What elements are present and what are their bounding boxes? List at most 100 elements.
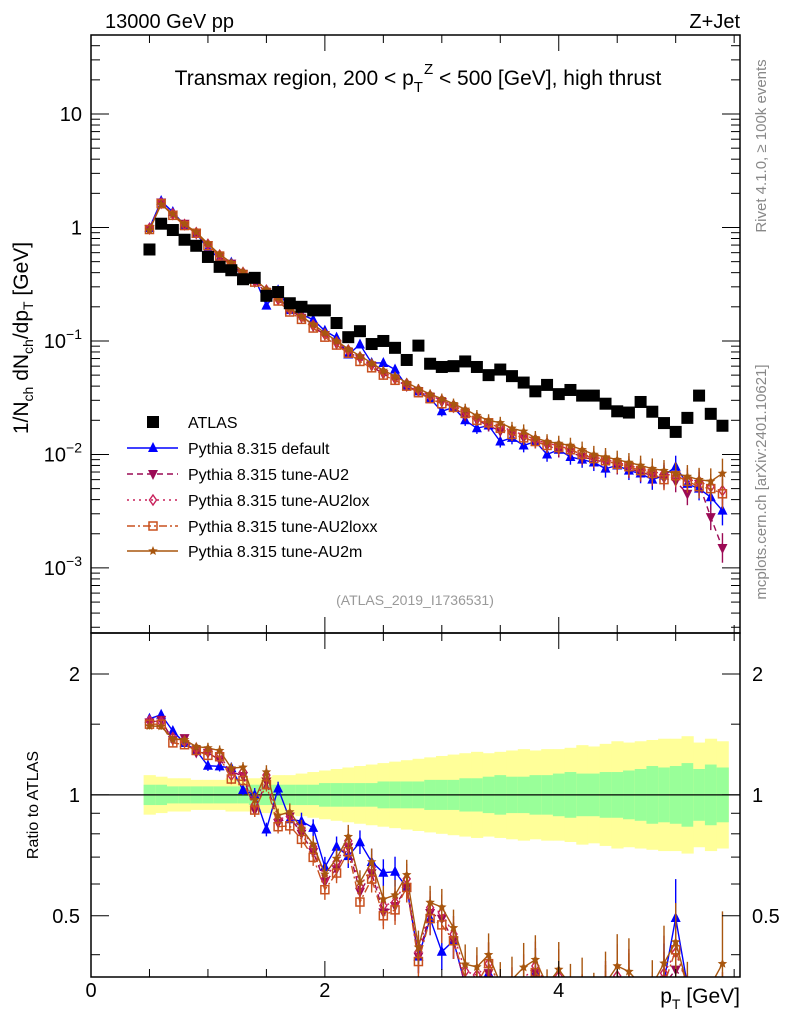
legend-label: Pythia 8.315 tune-AU2m <box>188 544 362 561</box>
main-point-pythia-8-315-tune-au2m <box>495 417 505 427</box>
process-label: Z+Jet <box>689 11 740 33</box>
main-point-pythia-8-315-tune-au2m <box>612 454 622 464</box>
atlas-data-point <box>248 271 261 284</box>
atlas-data-point <box>505 370 518 383</box>
ratio-point-pythia-8-315-default <box>378 866 389 877</box>
main-point-pythia-8-315-tune-au2m <box>320 327 330 337</box>
ratio-point-pythia-8-315-tune-au2m <box>378 894 389 904</box>
legend-marker <box>148 442 158 452</box>
ratio-y-tick-label-right: 0.5 <box>752 906 780 928</box>
main-point-pythia-8-315-tune-au2m <box>682 471 693 481</box>
ratio-point-pythia-8-315-tune-au2m <box>483 949 494 959</box>
ratio-point-pythia-8-315-tune-au2m <box>179 734 190 744</box>
main-line-pythia-8-315-tune-au2m <box>148 203 723 483</box>
atlas-data-point <box>435 360 448 373</box>
ratio-y-tick-label-left: 0.5 <box>52 906 80 928</box>
axis-ticks: 0 2 4 10−3 10−2 10−1 1 10 0.5 0.5 1 1 2 2 <box>44 35 780 1002</box>
main-point-pythia-8-315-tune-au2m <box>156 199 166 209</box>
ratio-point-pythia-8-315-tune-au2loxx <box>285 821 295 831</box>
atlas-data-point <box>470 360 483 373</box>
ratio-plot-frame <box>90 632 741 978</box>
atlas-data-point <box>190 239 203 252</box>
legend-marker <box>148 546 158 555</box>
atlas-data-point <box>166 224 179 237</box>
atlas-data-point <box>541 378 554 391</box>
main-point-pythia-8-315-tune-au2m <box>635 460 646 470</box>
legend: ATLAS Pythia 8.315 default Pythia 8.315 tu… <box>127 415 377 561</box>
main-point-pythia-8-315-tune-au2m <box>565 440 576 450</box>
main-point-pythia-8-315-tune-au2m <box>647 463 658 473</box>
main-point-pythia-8-315-tune-au2m <box>460 404 470 414</box>
main-point-pythia-8-315-default <box>717 504 728 515</box>
ratio-point-pythia-8-315-tune-au2loxx <box>226 774 237 784</box>
ratio-point-pythia-8-315-tune-au2lox <box>612 969 622 977</box>
ratio-y-tick-label-right: 2 <box>752 664 763 686</box>
atlas-data-point <box>400 353 413 366</box>
atlas-data-point <box>272 286 285 299</box>
atlas-data-point <box>693 389 706 402</box>
main-point-pythia-8-315-default <box>471 422 482 433</box>
ratio-point-pythia-8-315-tune-au2m <box>156 721 166 731</box>
atlas-data-point <box>622 406 635 419</box>
ratio-point-pythia-8-315-tune-au2m <box>168 733 178 743</box>
main-series-pythia-8-315-tune-au2lox <box>145 196 727 506</box>
ratio-series-pythia-8-315-tune-au2m <box>144 721 728 977</box>
main-point-pythia-8-315-tune-au2m <box>378 365 389 375</box>
main-point-pythia-8-315-tune-au2m <box>554 438 564 448</box>
ratio-line-pythia-8-315-tune-au2 <box>149 719 683 977</box>
main-point-pythia-8-315-default <box>542 448 553 459</box>
x-tick-label: 0 <box>85 980 96 1002</box>
atlas-data-point <box>669 425 682 438</box>
ratio-point-pythia-8-315-default <box>308 821 319 832</box>
y-tick-label: 10−1 <box>44 326 82 353</box>
x-axis-label: pT [GeV] <box>660 985 740 1012</box>
atlas-data-point <box>517 376 530 389</box>
legend-entry-pythia-8-315-tune-au2lox: Pythia 8.315 tune-AU2lox <box>127 493 369 510</box>
atlas-data-point <box>283 297 296 310</box>
main-point-pythia-8-315-tune-au2m <box>694 474 704 484</box>
main-point-pythia-8-315-tune-au2m <box>472 410 482 420</box>
legend-marker <box>148 521 158 531</box>
main-point-pythia-8-315-tune-au2m <box>624 457 634 467</box>
atlas-data-point <box>564 383 577 396</box>
atlas-data-point <box>611 405 624 418</box>
atlas-data-point <box>295 300 308 313</box>
ratio-point-pythia-8-315-tune-au2lox <box>659 966 669 977</box>
ratio-point-pythia-8-315-tune-au2lox <box>554 970 564 977</box>
legend-label-atlas: ATLAS <box>188 415 238 432</box>
atlas-data-point <box>459 355 472 368</box>
ratio-point-pythia-8-315-tune-au2m <box>402 869 412 879</box>
legend-marker <box>148 470 158 480</box>
atlas-data-point <box>646 405 659 418</box>
ratio-point-pythia-8-315-tune-au2m <box>624 966 634 976</box>
atlas-data-point <box>529 385 542 398</box>
atlas-data-point <box>143 243 156 256</box>
main-point-pythia-8-315-tune-au2m <box>483 415 494 425</box>
atlas-data-point <box>412 339 425 352</box>
legend-label: Pythia 8.315 default <box>188 441 330 458</box>
y-tick-label: 10−2 <box>44 439 82 466</box>
ratio-point-pythia-8-315-default <box>331 840 342 851</box>
ratio-y-tick-label-left: 2 <box>69 664 80 686</box>
ratio-point-pythia-8-315-default <box>261 823 272 834</box>
atlas-data-point <box>634 395 647 408</box>
main-point-pythia-8-315-tune-au2m <box>530 432 541 442</box>
legend-label: Pythia 8.315 tune-AU2lox <box>188 493 369 510</box>
ratio-point-pythia-8-315-tune-au2m <box>366 856 377 866</box>
ratio-point-pythia-8-315-tune-au2m <box>343 831 353 841</box>
ratio-point-pythia-8-315-tune-au2m <box>355 877 365 887</box>
atlas-data-point <box>587 389 600 402</box>
main-point-pythia-8-315-default <box>390 363 401 374</box>
atlas-data-point <box>447 360 460 373</box>
y-axis-label: 1/Nch dNch/dpT [GeV] <box>10 242 36 434</box>
legend-label: Pythia 8.315 tune-AU2 <box>188 467 349 484</box>
plot-title: Transmax region, 200 < pTZ < 500 [GeV], … <box>175 61 662 96</box>
main-point-pythia-8-315-default <box>495 435 506 446</box>
main-point-pythia-8-315-tune-au2m <box>402 377 412 387</box>
ratio-point-pythia-8-315-tune-au2m <box>413 942 424 952</box>
ratio-point-pythia-8-315-tune-au2loxx <box>355 897 365 907</box>
ratio-point-pythia-8-315-tune-au2m <box>437 902 447 912</box>
main-point-pythia-8-315-tune-au2m <box>659 465 669 475</box>
ratio-point-pythia-8-315-default <box>202 759 213 770</box>
